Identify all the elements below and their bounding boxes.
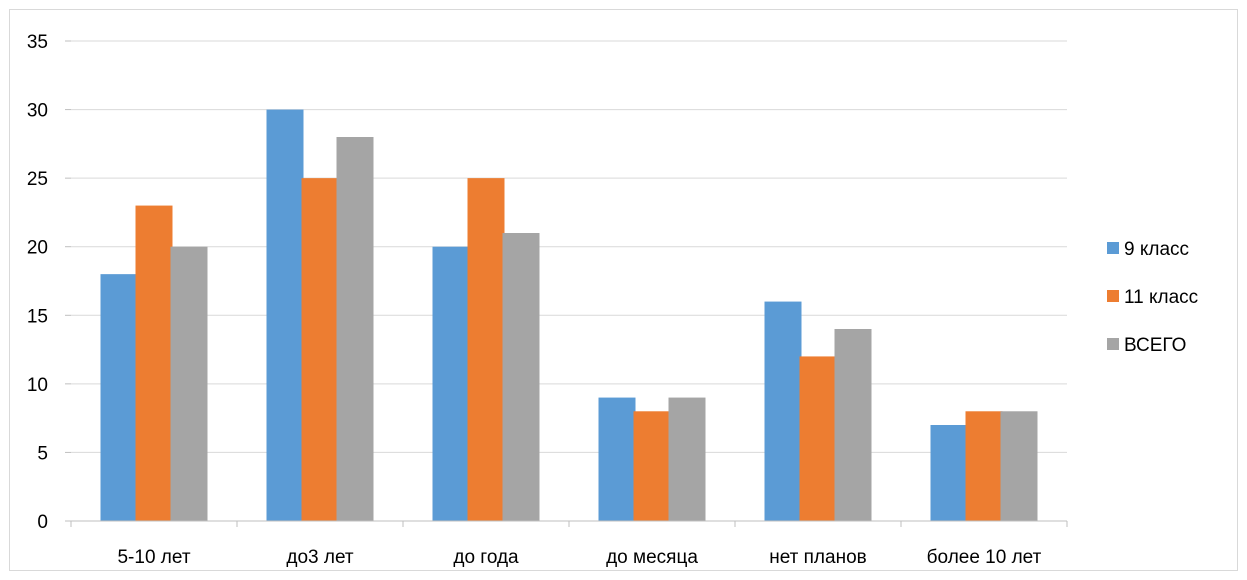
x-category-label: до года — [453, 547, 519, 568]
legend-label: 11 класс — [1124, 287, 1198, 308]
bar — [598, 397, 636, 521]
bar — [502, 233, 540, 521]
gridlines — [71, 40, 1067, 453]
y-tick-label: 30 — [27, 101, 48, 122]
y-tick-label: 25 — [27, 169, 48, 190]
legend-swatch — [1107, 290, 1119, 302]
bar — [930, 425, 968, 521]
axis-labels: 0 5 10 15 20 25 30 35 5-10 лет до3 лет до года до м… — [27, 32, 1042, 568]
y-tick-label: 0 — [37, 512, 48, 533]
bar — [432, 246, 470, 521]
bars — [100, 109, 1038, 522]
chart-frame — [9, 9, 1238, 571]
bar — [336, 137, 374, 521]
bar — [965, 411, 1003, 521]
x-category-label: до3 лет — [286, 547, 354, 568]
y-tick-label: 20 — [27, 238, 48, 259]
bar — [834, 329, 872, 521]
y-tick-label: 15 — [27, 306, 48, 327]
bar — [100, 274, 138, 521]
bar — [266, 109, 304, 522]
axes — [65, 40, 1068, 527]
y-tick-label: 10 — [27, 375, 48, 396]
bar — [799, 356, 837, 521]
bar — [1000, 411, 1038, 521]
legend-label: 9 класс — [1124, 239, 1189, 260]
legend: 9 класс 11 класс ВСЕГО — [1107, 239, 1198, 356]
x-category-label: более 10 лет — [927, 547, 1042, 568]
bar — [467, 178, 505, 521]
legend-label: ВСЕГО — [1124, 335, 1186, 356]
legend-swatch — [1107, 338, 1119, 350]
bar — [668, 397, 706, 521]
x-category-label: 5-10 лет — [117, 547, 190, 568]
y-tick-label: 35 — [27, 32, 48, 53]
bar — [135, 205, 173, 522]
bar — [633, 411, 671, 521]
y-tick-label: 5 — [37, 443, 48, 464]
bar — [170, 246, 208, 521]
legend-swatch — [1107, 242, 1119, 254]
bar — [764, 301, 802, 521]
x-category-label: до месяца — [606, 547, 698, 568]
x-category-label: нет планов — [769, 547, 867, 568]
bar — [301, 178, 339, 521]
